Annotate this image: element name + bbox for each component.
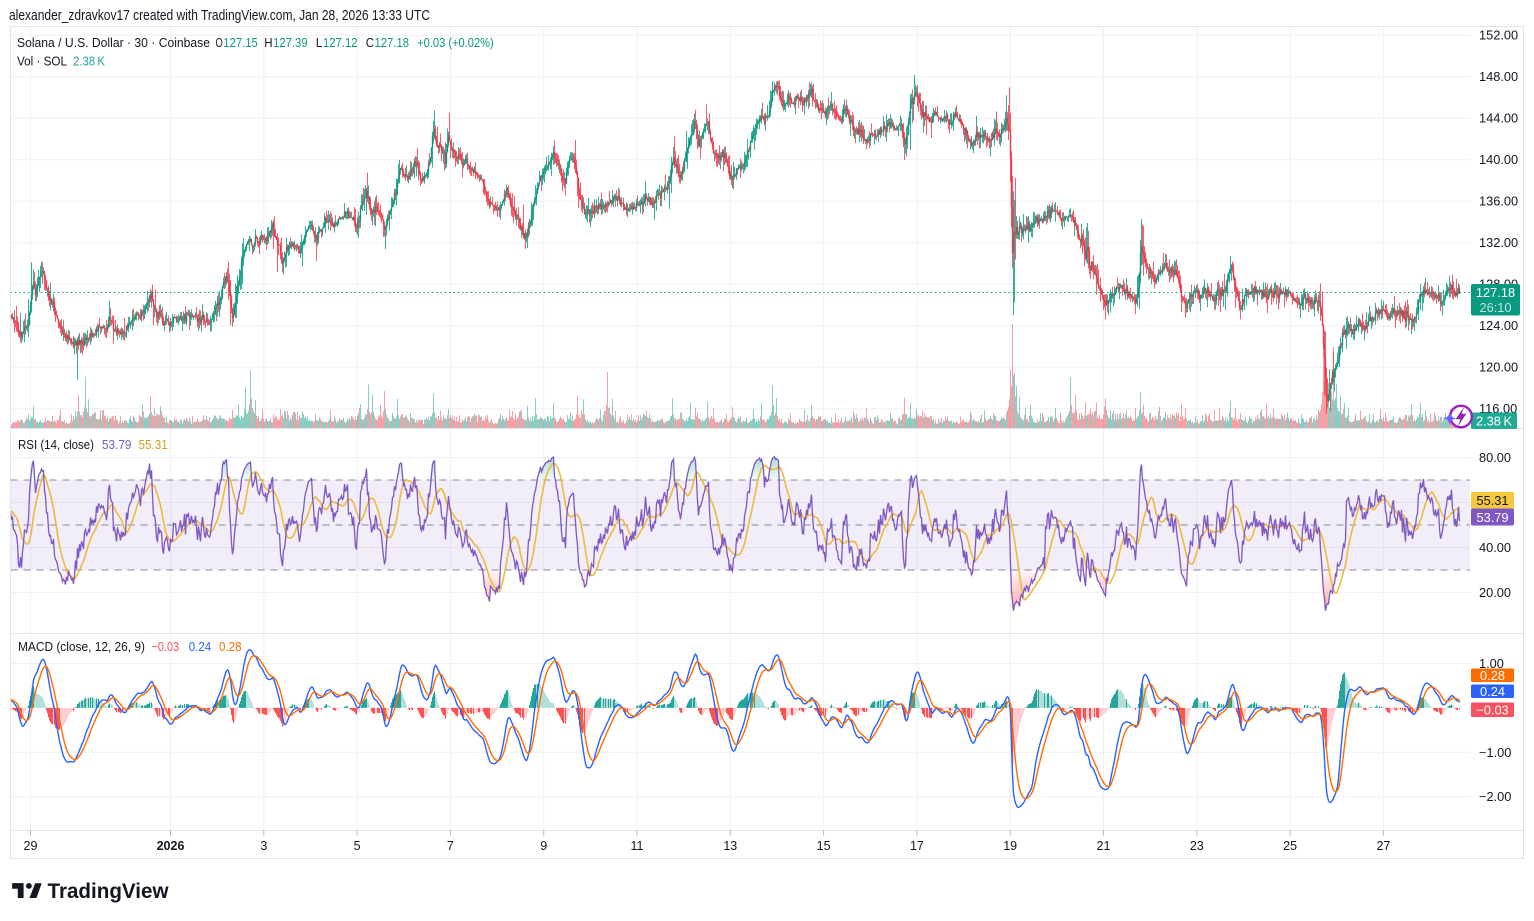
svg-text:127.18: 127.18: [1476, 285, 1515, 300]
svg-text:2026: 2026: [157, 839, 185, 853]
svg-text:148.00: 148.00: [1479, 69, 1518, 84]
svg-text:0.28: 0.28: [1480, 668, 1505, 683]
svg-text:127.18: 127.18: [375, 35, 410, 50]
svg-text:26:10: 26:10: [1479, 300, 1511, 315]
svg-text:2.38 K: 2.38 K: [73, 54, 105, 69]
svg-text:0.28: 0.28: [219, 639, 242, 654]
svg-text:−1.00: −1.00: [1479, 745, 1511, 760]
svg-text:19: 19: [1003, 839, 1017, 853]
svg-text:7: 7: [447, 839, 454, 853]
svg-text:132.00: 132.00: [1479, 235, 1518, 250]
svg-text:MACD (close, 12, 26, 9): MACD (close, 12, 26, 9): [18, 639, 145, 654]
svg-text:17: 17: [910, 839, 924, 853]
svg-text:RSI (14, close): RSI (14, close): [18, 437, 94, 452]
svg-text:55.31: 55.31: [1476, 493, 1508, 508]
svg-text:29: 29: [24, 839, 38, 853]
svg-text:2.38 K: 2.38 K: [1476, 414, 1512, 429]
svg-text:21: 21: [1097, 839, 1111, 853]
svg-text:144.00: 144.00: [1479, 111, 1518, 126]
svg-text:136.00: 136.00: [1479, 194, 1518, 209]
svg-text:11: 11: [631, 839, 644, 853]
svg-text:20.00: 20.00: [1479, 585, 1511, 600]
svg-text:55.31: 55.31: [139, 437, 168, 452]
svg-text:alexander_zdravkov17 created w: alexander_zdravkov17 created with Tradin…: [9, 7, 430, 24]
svg-text:9: 9: [540, 839, 547, 853]
svg-text:1.00: 1.00: [1479, 656, 1504, 671]
svg-text:Vol · SOL: Vol · SOL: [17, 54, 67, 69]
svg-text:25: 25: [1283, 839, 1297, 853]
svg-text:23: 23: [1190, 839, 1204, 853]
svg-text:116.00: 116.00: [1479, 401, 1517, 416]
svg-text:−2.00: −2.00: [1479, 789, 1511, 804]
svg-text:L: L: [316, 35, 323, 50]
svg-text:−0.03: −0.03: [1476, 703, 1508, 718]
svg-text:127.12: 127.12: [323, 35, 358, 50]
svg-text:0.24: 0.24: [189, 639, 212, 654]
svg-text:H: H: [264, 35, 272, 50]
svg-text:40.00: 40.00: [1479, 540, 1511, 555]
svg-text:127.39: 127.39: [273, 35, 308, 50]
svg-text:13: 13: [723, 839, 737, 853]
svg-text:27: 27: [1376, 839, 1390, 853]
svg-text:C: C: [366, 35, 375, 50]
svg-text:152.00: 152.00: [1479, 28, 1518, 43]
svg-text:80.00: 80.00: [1479, 450, 1511, 465]
svg-text:3: 3: [260, 839, 267, 853]
svg-text:0.24: 0.24: [1480, 684, 1505, 699]
svg-text:127.15: 127.15: [223, 35, 257, 50]
svg-text:O: O: [216, 35, 223, 50]
svg-text:+0.03 (+0.02%): +0.03 (+0.02%): [417, 35, 494, 50]
svg-text:124.00: 124.00: [1479, 318, 1518, 333]
svg-text:Solana / U.S. Dollar · 30 · Co: Solana / U.S. Dollar · 30 · Coinbase: [17, 35, 210, 50]
svg-text:140.00: 140.00: [1479, 152, 1518, 167]
svg-text:−0.03: −0.03: [152, 639, 179, 654]
svg-text:15: 15: [817, 839, 831, 853]
svg-text:53.79: 53.79: [102, 437, 131, 452]
svg-text:53.79: 53.79: [1476, 510, 1508, 525]
svg-text:120.00: 120.00: [1479, 360, 1518, 375]
svg-text:TradingView: TradingView: [48, 879, 169, 903]
svg-text:5: 5: [354, 839, 361, 853]
